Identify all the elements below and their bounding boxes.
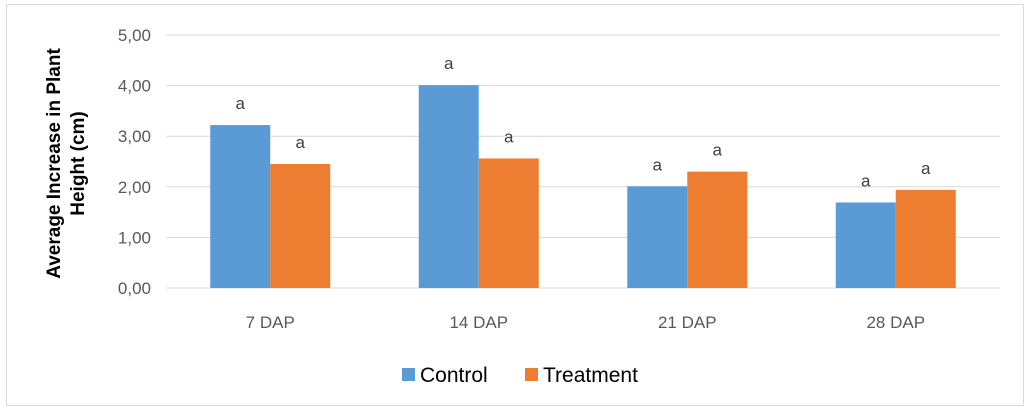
legend-label: Control bbox=[420, 364, 488, 387]
data-labels: a a a a a a a a bbox=[236, 54, 932, 190]
bar bbox=[895, 189, 956, 288]
legend-label: Treatment bbox=[543, 364, 638, 387]
data-label: a bbox=[504, 127, 514, 146]
y-tick-labels: 0,00 1,00 2,00 3,00 4,00 5,00 bbox=[118, 26, 151, 298]
data-label: a bbox=[236, 94, 246, 113]
x-tick-label: 7 DAP bbox=[246, 313, 295, 332]
data-label: a bbox=[861, 171, 871, 190]
legend-swatch bbox=[402, 368, 415, 381]
bar bbox=[418, 85, 479, 289]
x-tick-label: 14 DAP bbox=[449, 313, 508, 332]
y-tick-label: 2,00 bbox=[118, 178, 151, 197]
data-label: a bbox=[444, 54, 454, 73]
y-axis-title-line: Height (cm) bbox=[68, 111, 89, 216]
bar bbox=[270, 164, 331, 288]
data-label: a bbox=[653, 155, 663, 174]
y-tick-label: 5,00 bbox=[118, 26, 151, 45]
y-tick-label: 3,00 bbox=[118, 127, 151, 146]
bar bbox=[627, 186, 688, 288]
bar bbox=[687, 171, 748, 288]
x-tick-label: 21 DAP bbox=[658, 313, 717, 332]
x-tick-label: 28 DAP bbox=[866, 313, 925, 332]
bar bbox=[835, 202, 896, 288]
bar bbox=[210, 125, 271, 289]
bar bbox=[478, 158, 539, 288]
y-axis-title-line: Average Increase in Plant bbox=[44, 48, 65, 279]
bars bbox=[210, 85, 956, 289]
y-tick-label: 1,00 bbox=[118, 228, 151, 247]
legend: Control Treatment bbox=[402, 364, 638, 387]
x-tick-labels: 7 DAP 14 DAP 21 DAP 28 DAP bbox=[246, 313, 925, 332]
data-label: a bbox=[921, 159, 931, 178]
data-label: a bbox=[296, 133, 306, 152]
y-tick-label: 0,00 bbox=[118, 279, 151, 298]
data-label: a bbox=[713, 141, 723, 160]
y-tick-label: 4,00 bbox=[118, 77, 151, 96]
legend-swatch bbox=[525, 368, 538, 381]
y-axis-title: Average Increase in Plant Height (cm) bbox=[44, 48, 89, 279]
